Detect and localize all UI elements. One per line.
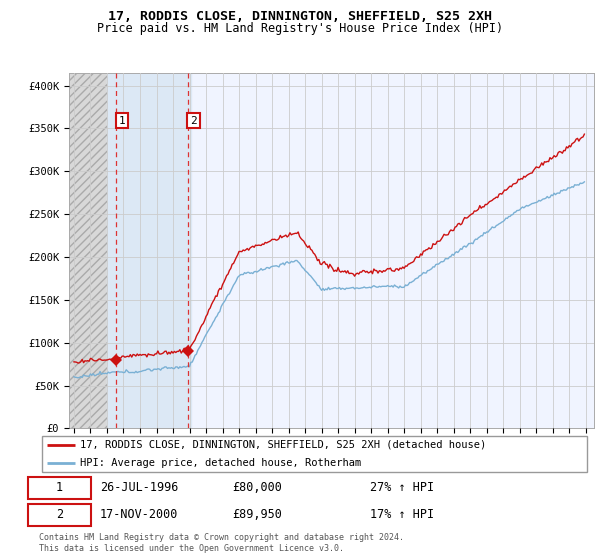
FancyBboxPatch shape [42,436,587,473]
Text: 1: 1 [56,481,63,494]
Text: 2: 2 [190,116,197,125]
Text: 2: 2 [56,508,63,521]
Bar [69,73,107,428]
Text: 17% ↑ HPI: 17% ↑ HPI [370,508,434,521]
Text: HPI: Average price, detached house, Rotherham: HPI: Average price, detached house, Roth… [80,458,362,468]
Text: 27% ↑ HPI: 27% ↑ HPI [370,481,434,494]
Text: 17, RODDIS CLOSE, DINNINGTON, SHEFFIELD, S25 2XH: 17, RODDIS CLOSE, DINNINGTON, SHEFFIELD,… [108,10,492,23]
Text: £80,000: £80,000 [232,481,282,494]
Text: Price paid vs. HM Land Registry's House Price Index (HPI): Price paid vs. HM Land Registry's House … [97,22,503,35]
Text: 1: 1 [119,116,125,125]
Bar [69,73,107,428]
Bar [107,73,191,428]
Text: Contains HM Land Registry data © Crown copyright and database right 2024.
This d: Contains HM Land Registry data © Crown c… [39,533,404,553]
FancyBboxPatch shape [28,503,91,526]
Text: 17, RODDIS CLOSE, DINNINGTON, SHEFFIELD, S25 2XH (detached house): 17, RODDIS CLOSE, DINNINGTON, SHEFFIELD,… [80,440,487,450]
Text: 17-NOV-2000: 17-NOV-2000 [100,508,178,521]
Text: 26-JUL-1996: 26-JUL-1996 [100,481,178,494]
Text: £89,950: £89,950 [232,508,282,521]
FancyBboxPatch shape [28,477,91,500]
